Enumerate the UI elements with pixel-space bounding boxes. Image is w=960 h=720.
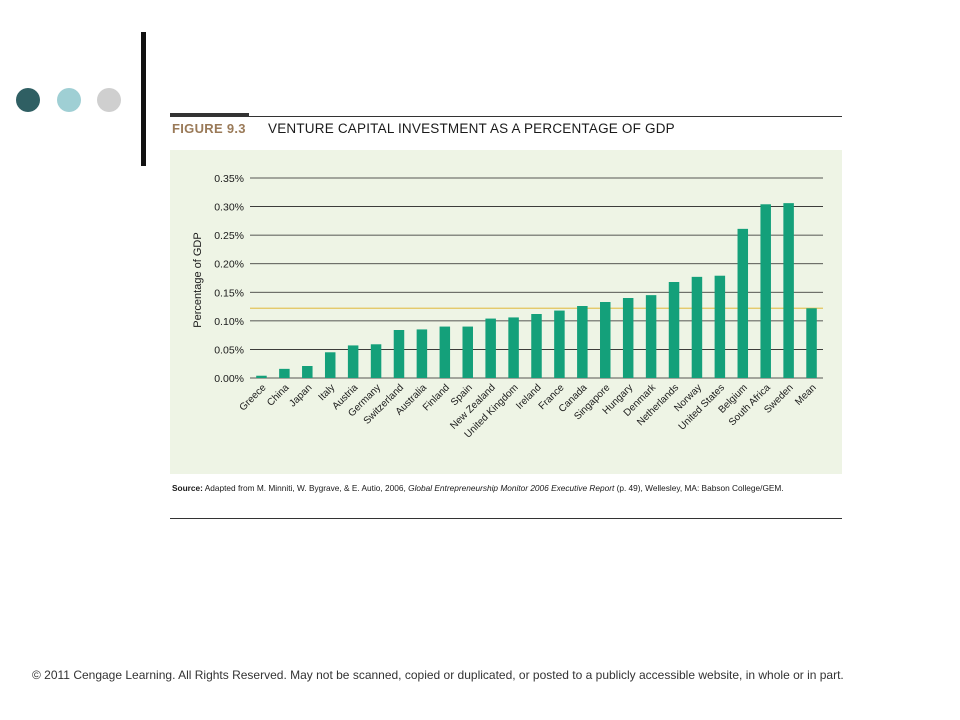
x-tick-label: Greece [238, 382, 269, 413]
bar-south-africa [760, 204, 771, 378]
x-tick-label: Japan [287, 382, 314, 409]
y-tick-label: 0.00% [214, 373, 244, 385]
bar-france [554, 310, 565, 378]
source-report-title: Global Entrepreneurship Monitor 2006 Exe… [408, 483, 615, 493]
y-tick-label: 0.15% [214, 287, 244, 299]
chart-panel: 0.00% 0.05% 0.10% 0.15% 0.20% 0.25% 0.30% 0.35%… [170, 150, 842, 474]
y-axis-label: Percentage of GDP [192, 232, 204, 327]
figure-label: FIGURE 9.3 [172, 121, 246, 136]
bar-switzerland [393, 330, 405, 378]
bar-spain [462, 326, 473, 378]
figure-top-rule [170, 116, 842, 117]
decorative-dot-dark [16, 88, 40, 112]
bar-finland [439, 326, 451, 378]
bar-norway [691, 276, 703, 378]
bar-ireland [531, 314, 542, 378]
bar-austria [347, 345, 359, 378]
source-text-before: Adapted from M. Minniti, W. Bygrave, & E… [202, 483, 409, 493]
y-tick-label: 0.30% [214, 202, 244, 214]
bar-belgium [737, 228, 749, 378]
source-label: Source: [172, 483, 203, 493]
y-tick-label: 0.10% [214, 316, 244, 328]
bar-united-kingdom [508, 317, 519, 378]
x-tick-label: Mean [793, 382, 818, 407]
grid-lines [250, 177, 823, 379]
decorative-dot-gray [97, 88, 121, 112]
figure-header-accent [170, 113, 249, 117]
y-tick-label: 0.25% [214, 230, 244, 242]
figure-bottom-rule [170, 518, 842, 519]
bar-china [279, 368, 290, 378]
bar-hungary [622, 298, 634, 378]
bar-united-states [714, 275, 726, 378]
bar-denmark [645, 295, 657, 378]
bar-singapore [600, 302, 611, 378]
bar-mean [806, 308, 817, 378]
decorative-dot-light [57, 88, 81, 112]
bar-japan [302, 366, 313, 378]
bar-sweden [783, 203, 794, 378]
bar-canada [577, 306, 588, 378]
bar-germany [370, 344, 382, 378]
y-tick-label: 0.35% [214, 173, 244, 185]
bar-australia [416, 329, 428, 378]
y-tick-label: 0.05% [214, 344, 244, 356]
bar-new-zealand [485, 318, 496, 378]
source-note: Source: Adapted from M. Minniti, W. Bygr… [172, 482, 842, 494]
figure-title: VENTURE CAPITAL INVESTMENT AS A PERCENTA… [268, 121, 675, 136]
decorative-vertical-bar [141, 32, 146, 166]
y-axis-ticks: 0.00% 0.05% 0.10% 0.15% 0.20% 0.25% 0.30% 0.35% [214, 173, 244, 385]
y-tick-label: 0.20% [214, 259, 244, 271]
bar-italy [324, 352, 336, 378]
source-text-after: (p. 49), Wellesley, MA: Babson College/G… [614, 483, 784, 493]
copyright-notice: © 2011 Cengage Learning. All Rights Rese… [32, 668, 844, 682]
x-tick-label: China [265, 382, 292, 409]
bar-chart: 0.00% 0.05% 0.10% 0.15% 0.20% 0.25% 0.30% 0.35%… [192, 173, 823, 441]
bar-greece [256, 375, 267, 378]
bars [256, 203, 817, 378]
bar-netherlands [668, 282, 680, 378]
